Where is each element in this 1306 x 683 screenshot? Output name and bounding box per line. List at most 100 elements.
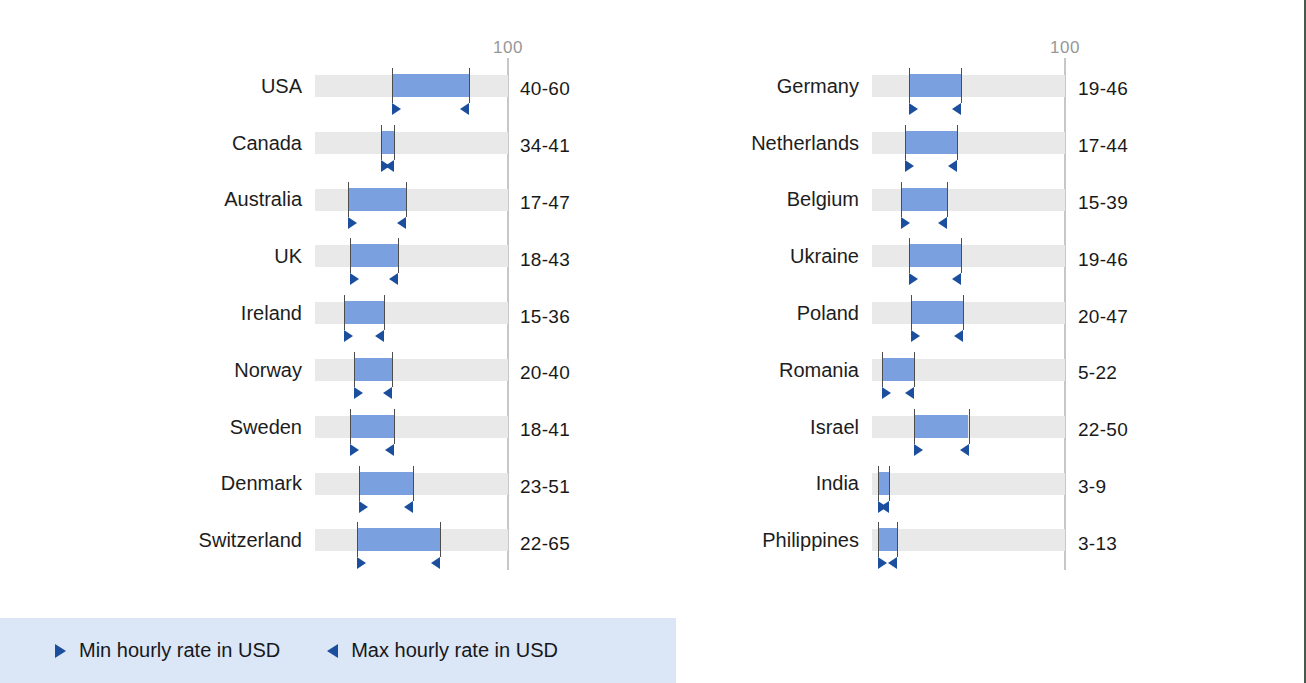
rate-range-bar: [348, 188, 406, 211]
min-tick: [914, 409, 915, 444]
max-marker-triangle-left-icon: [952, 103, 961, 115]
range-value-label: 5-22: [1078, 345, 1117, 402]
min-marker-triangle-right-icon: [882, 387, 891, 399]
min-marker-triangle-right-icon: [914, 444, 923, 456]
country-label: UK: [0, 228, 302, 285]
min-marker-triangle-right-icon: [350, 273, 359, 285]
max-tick: [392, 352, 393, 387]
range-value-label: 17-47: [520, 175, 570, 232]
min-marker-triangle-right-icon: [348, 217, 357, 229]
range-value-label: 20-47: [1078, 288, 1128, 345]
max-marker-triangle-left-icon: [954, 330, 963, 342]
max-tick: [394, 409, 395, 444]
rate-track: [315, 416, 508, 438]
max-marker-triangle-left-icon: [905, 387, 914, 399]
rate-track: [872, 245, 1065, 267]
rate-range-bar: [911, 301, 963, 324]
range-value-label: 23-51: [520, 459, 570, 516]
country-label: Belgium: [653, 172, 859, 229]
range-value-label: 22-50: [1078, 402, 1128, 459]
max-marker-triangle-left-icon: [888, 557, 897, 569]
country-row: Canada 34-41: [0, 115, 653, 172]
hourly-rates-chart: 100 USA 40-60 Canada 34-41 Australia: [0, 0, 1306, 683]
max-tick: [384, 295, 385, 330]
min-marker-triangle-right-icon: [354, 387, 363, 399]
range-value-label: 18-43: [520, 231, 570, 288]
rate-range-bar: [914, 415, 968, 438]
max-marker-triangle-left-icon: [938, 217, 947, 229]
country-row: Philippines 3-13: [653, 512, 1306, 569]
axis-max-label: 100: [1050, 38, 1080, 58]
range-value-label: 22-65: [520, 515, 570, 572]
min-marker-triangle-right-icon: [901, 217, 910, 229]
country-row: Germany 19-46: [653, 58, 1306, 115]
legend-item-max: Max hourly rate in USD: [327, 639, 558, 662]
max-marker-triangle-left-icon: [948, 160, 957, 172]
country-row: Israel 22-50: [653, 399, 1306, 456]
max-tick: [947, 182, 948, 217]
rate-track: [872, 473, 1065, 495]
legend: Min hourly rate in USD Max hourly rate i…: [0, 618, 676, 683]
max-tick: [914, 352, 915, 387]
max-marker-triangle-left-icon: [375, 330, 384, 342]
rate-range-bar: [350, 415, 394, 438]
max-marker-triangle-left-icon: [389, 273, 398, 285]
chart-column-right: 100 Germany 19-46 Netherlands 17-44 Belg…: [653, 0, 1306, 600]
country-row: Sweden 18-41: [0, 399, 653, 456]
rate-track: [872, 302, 1065, 324]
min-tick: [392, 68, 393, 103]
min-tick: [909, 238, 910, 273]
max-tick: [413, 466, 414, 501]
min-marker-triangle-right-icon: [909, 273, 918, 285]
rate-range-bar: [344, 301, 385, 324]
rate-track: [315, 189, 508, 211]
min-tick: [354, 352, 355, 387]
triangle-right-icon: [55, 644, 66, 658]
country-label: India: [653, 456, 859, 513]
country-row: Poland 20-47: [653, 285, 1306, 342]
rate-track: [872, 189, 1065, 211]
rate-range-bar: [878, 528, 897, 551]
country-row: Norway 20-40: [0, 342, 653, 399]
min-marker-triangle-right-icon: [909, 103, 918, 115]
rate-range-bar: [357, 528, 440, 551]
country-label: Israel: [653, 399, 859, 456]
country-label: Ukraine: [653, 228, 859, 285]
rows-container: USA 40-60 Canada 34-41 Australia: [0, 58, 653, 569]
min-tick: [911, 295, 912, 330]
min-marker-triangle-right-icon: [359, 501, 368, 513]
rate-track: [315, 245, 508, 267]
max-tick: [961, 238, 962, 273]
range-value-label: 20-40: [520, 345, 570, 402]
max-tick: [957, 125, 958, 160]
min-marker-triangle-right-icon: [911, 330, 920, 342]
country-row: Belgium 15-39: [653, 172, 1306, 229]
country-label: Netherlands: [653, 115, 859, 172]
max-tick: [440, 522, 441, 557]
country-label: Romania: [653, 342, 859, 399]
range-value-label: 17-44: [1078, 118, 1128, 175]
min-tick: [901, 182, 902, 217]
rate-track: [315, 132, 508, 154]
max-marker-triangle-left-icon: [385, 160, 394, 172]
max-tick: [897, 522, 898, 557]
max-marker-triangle-left-icon: [431, 557, 440, 569]
country-row: UK 18-43: [0, 228, 653, 285]
max-tick: [394, 125, 395, 160]
country-label: Norway: [0, 342, 302, 399]
country-row: USA 40-60: [0, 58, 653, 115]
rows-container: Germany 19-46 Netherlands 17-44 Belgium: [653, 58, 1306, 569]
triangle-left-icon: [327, 644, 338, 658]
legend-max-label: Max hourly rate in USD: [351, 639, 558, 662]
max-tick: [469, 68, 470, 103]
country-row: Ireland 15-36: [0, 285, 653, 342]
max-tick: [398, 238, 399, 273]
legend-item-min: Min hourly rate in USD: [55, 639, 280, 662]
axis-max-label: 100: [493, 38, 523, 58]
rate-range-bar: [905, 131, 957, 154]
rate-range-bar: [909, 74, 961, 97]
range-value-label: 15-36: [520, 288, 570, 345]
country-label: Poland: [653, 285, 859, 342]
country-label: Switzerland: [0, 512, 302, 569]
min-marker-triangle-right-icon: [350, 444, 359, 456]
